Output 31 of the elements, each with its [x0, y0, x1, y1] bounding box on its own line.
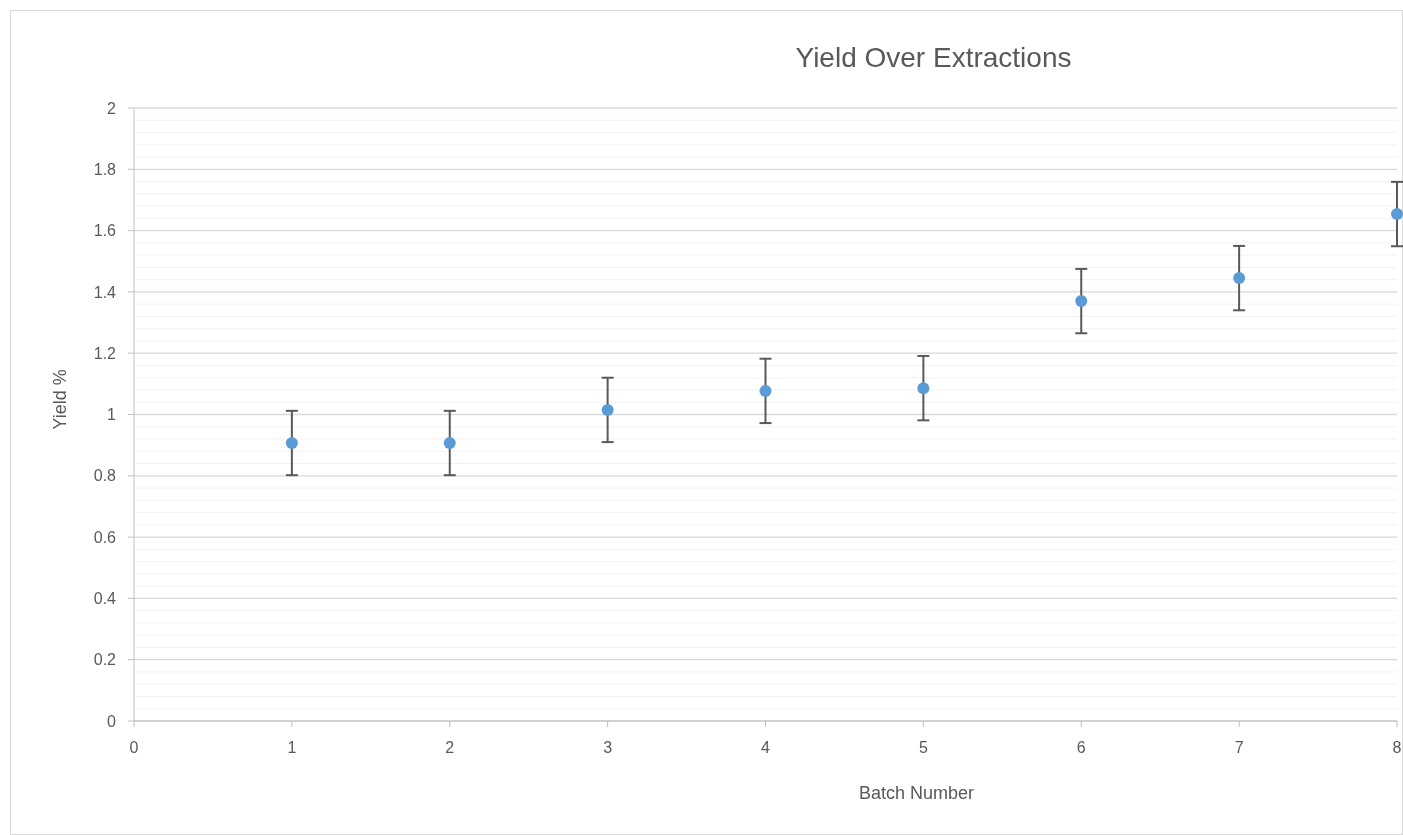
y-tick-label: 1: [107, 406, 117, 424]
y-axis-title: Yield %: [50, 369, 70, 430]
y-tick-label: 0.2: [93, 651, 117, 669]
x-tick-label: 5: [918, 739, 928, 756]
y-tick-label: 1.4: [93, 283, 117, 301]
point: [1075, 295, 1088, 308]
x-tick-label: 2: [445, 739, 455, 756]
x-axis-title: Batch Number: [858, 783, 975, 803]
y-tick-label: 0.6: [93, 528, 117, 546]
x-tick-label: 7: [1234, 739, 1244, 756]
x-tick-label: 3: [603, 739, 613, 756]
chart-title: Yield Over Extractions: [795, 42, 1072, 73]
y-tick-label: 0.4: [93, 590, 117, 607]
x-tick-label: 8: [1392, 739, 1402, 756]
point: [601, 403, 614, 416]
point: [759, 384, 772, 397]
y-tick-label: 1.8: [93, 160, 117, 178]
y-tick-label: 1.2: [93, 344, 117, 362]
y-tick-label: 0.8: [93, 467, 117, 485]
y-tick-label: 2: [107, 99, 117, 117]
x-tick-label: 6: [1076, 739, 1086, 756]
y-tick-label: 0: [107, 712, 117, 730]
point: [1233, 272, 1246, 285]
y-tick-label: 1.6: [93, 222, 117, 240]
x-tick-label: 0: [129, 739, 139, 756]
point: [917, 382, 930, 395]
x-tick-label: 1: [287, 739, 297, 756]
point: [443, 437, 456, 449]
point: [1391, 208, 1403, 221]
point: [285, 437, 298, 449]
x-tick-label: 4: [761, 739, 771, 756]
